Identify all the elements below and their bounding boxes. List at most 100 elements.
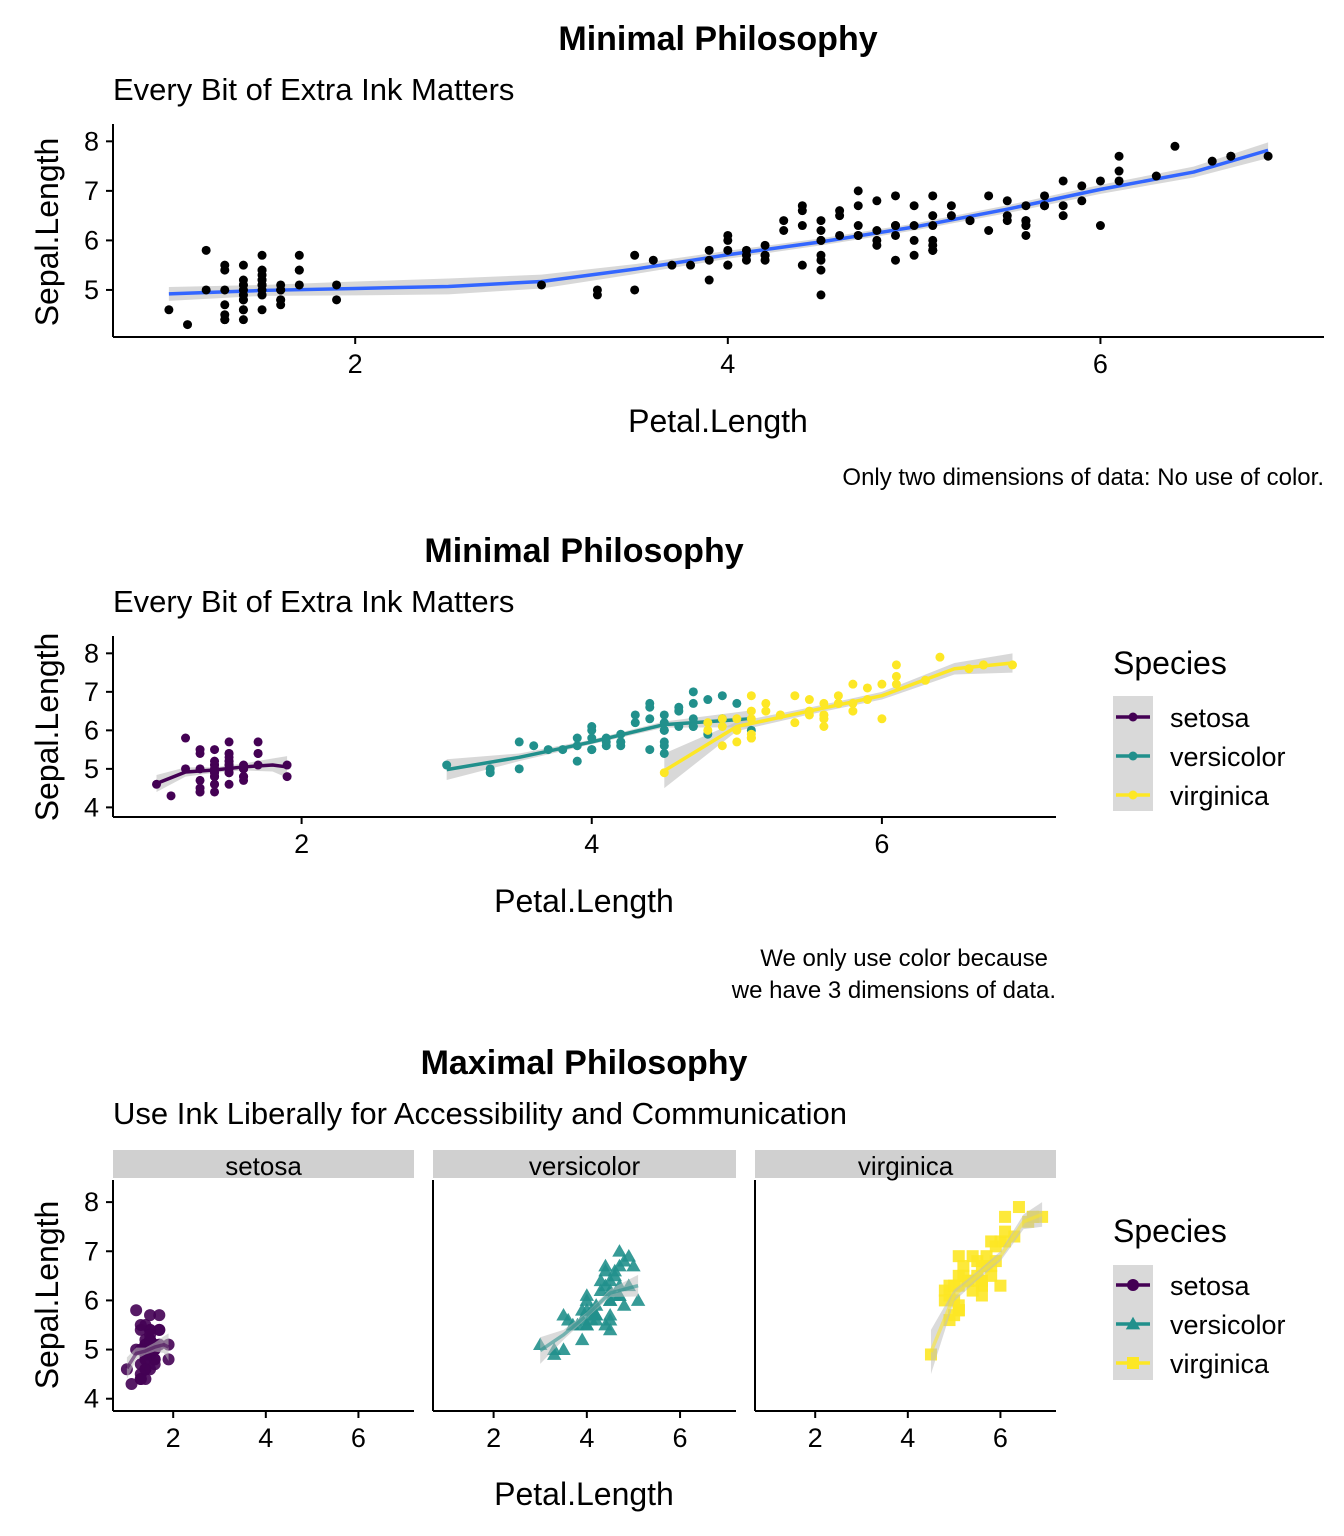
chart2-point-virginica [746,706,756,716]
chart2-point-setosa [253,760,263,770]
chart2-legend-marker-setosa [1128,712,1138,722]
chart1-point [797,260,807,270]
chart2-point-setosa [210,779,220,789]
chart1-point [1002,196,1012,206]
chart2-y-tick-label: 5 [84,754,99,784]
chart2-point-virginica [746,714,756,724]
chart1-point [1226,151,1236,161]
chart2-point-versicolor [645,702,655,712]
chart3-setosa-x-tick-label: 6 [351,1423,366,1453]
chart1-point [928,191,938,201]
chart1-point [238,275,248,285]
chart1-point [965,216,975,226]
chart1-y-tick-label: 8 [84,126,99,156]
chart1-point [1040,201,1050,211]
chart1-point [816,290,826,300]
chart1-point [1058,201,1068,211]
chart2-point-setosa [210,764,220,774]
chart3-point-setosa [130,1304,143,1317]
chart1-point [835,206,845,216]
chart1-point [592,285,602,295]
chart2-point-setosa [253,737,263,747]
chart3-point-versicolor [579,1288,595,1301]
facet-strip-versicolor [433,1150,736,1178]
chart1-point [946,201,956,211]
chart2-point-setosa [282,760,292,770]
chart2-point-versicolor [688,698,698,708]
chart2-point-setosa [195,764,205,774]
chart1-point [257,290,267,300]
chart2-x-tick-label: 6 [874,829,889,859]
chart3-point-setosa [144,1309,157,1322]
chart3-point-versicolor [579,1317,595,1331]
chart2-point-virginica [732,737,742,747]
chart3-point-versicolor [612,1258,627,1272]
chart2-point-setosa [239,760,249,770]
chart2-legend-label-virginica: virginica [1170,781,1270,811]
chart2-x-tick-label: 4 [584,829,599,859]
chart3-virginica-x-tick-label: 6 [993,1423,1008,1453]
chart1-point [835,230,845,240]
chart3-point-versicolor [598,1317,613,1331]
chart3-point-setosa [144,1328,157,1341]
chart3-point-versicolor [616,1298,632,1311]
chart2-point-versicolor [688,714,698,724]
chart1-y-tick-label: 5 [84,275,99,305]
chart1-point [238,285,248,295]
chart1-y-tick-label: 6 [84,225,99,255]
chart3-point-virginica [985,1235,998,1248]
chart1-point [257,250,267,260]
chart1-point [1263,151,1273,161]
chart2-point-versicolor [572,741,582,751]
chart1-point [1095,221,1105,231]
chart3-virginica-smooth-line [929,1212,1043,1353]
chart1-ylabel: Sepal.Length [29,138,65,327]
chart2-point-setosa [282,772,292,782]
chart1-caption: Only two dimensions of data: No use of c… [842,464,1324,491]
chart2-point-setosa [195,787,205,797]
chart2-point-setosa [253,748,263,758]
chart2-point-versicolor [485,764,495,774]
chart1-point [928,221,938,231]
chart1-point [1077,196,1087,206]
chart1-point [238,315,248,325]
chart2-point-virginica [746,691,756,701]
chart2-point-versicolor [572,756,582,766]
chart1-title: Minimal Philosophy [558,20,877,58]
chart2-point-virginica [732,725,742,735]
chart2-point-versicolor [659,725,669,735]
chart3-point-versicolor [584,1307,599,1321]
chart2-plot: 2 4 6 4 5 6 7 8 [84,636,1056,859]
chart3-setosa-x-tick-label: 2 [166,1423,181,1453]
chart3-subtitle: Use Ink Liberally for Accessibility and … [113,1096,847,1131]
chart2-point-versicolor [529,741,539,751]
chart2-point-setosa [224,752,234,762]
chart3-point-setosa [153,1309,166,1322]
chart3-point-virginica [985,1269,998,1282]
facet-strip-label-versicolor: versicolor [529,1151,641,1181]
chart3-point-setosa [153,1323,166,1336]
chart3-setosa-x-tick-label: 4 [258,1423,273,1453]
chart1-point [201,285,211,295]
facet-strip-label-setosa: setosa [225,1151,302,1181]
chart1-point [704,245,714,255]
chart1-point [164,305,174,315]
chart2-point-versicolor [659,710,669,720]
chart2-point-virginica [920,675,930,685]
chart1-point [723,230,733,240]
chart2-point-virginica [848,698,858,708]
chart1-point [1170,141,1180,151]
chart2-point-versicolor [514,737,524,747]
chart1-point [1095,176,1105,186]
chart2-legend-label-setosa: setosa [1170,703,1251,733]
chart1-confidence-ribbon [168,142,1269,301]
chart2-point-versicolor [572,733,582,743]
chart1-point [220,315,230,325]
chart2-point-versicolor [587,745,597,755]
chart2-ylabel: Sepal.Length [29,633,65,822]
chart2-legend-label-versicolor: versicolor [1170,742,1286,772]
chart2-point-virginica [703,725,713,735]
chart1-plot: 2 4 6 5 6 7 8 [84,124,1324,379]
chart1-point [909,221,919,231]
chart2-point-virginica [819,722,829,731]
